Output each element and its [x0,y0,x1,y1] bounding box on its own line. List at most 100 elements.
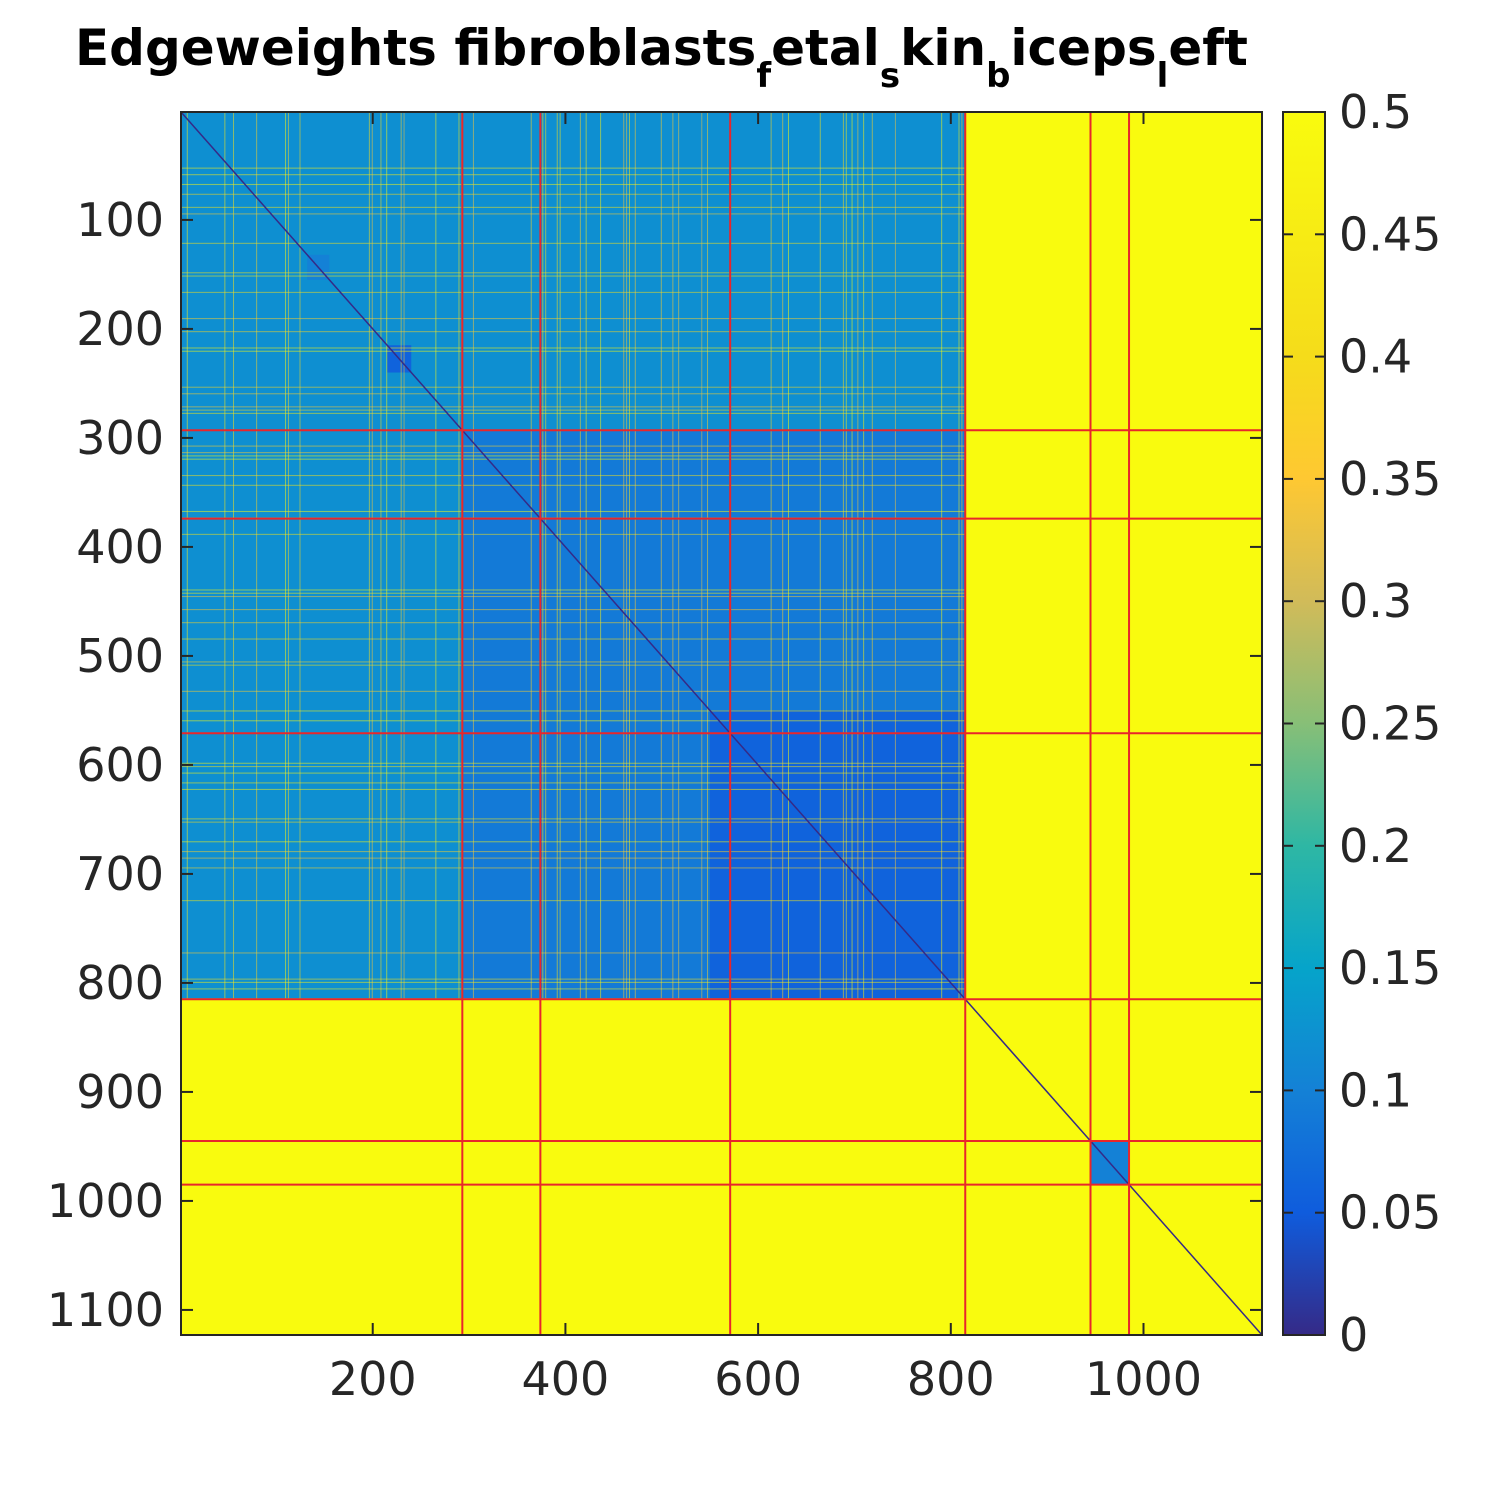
heatmap-stripe [181,510,966,513]
y-tick-label: 400 [76,520,164,574]
heatmap-stripe [845,112,847,1000]
x-tick-label: 200 [329,1352,417,1406]
heatmap-stripe [224,112,226,1000]
heatmap-stripe [542,112,544,1000]
heatmap-stripe [181,690,966,692]
heatmap-stripe [181,458,966,460]
heatmap-stripe [181,952,966,954]
heatmap-stripe [368,112,370,1000]
heatmap-stripe [530,112,532,1000]
heatmap-stripe [181,978,966,980]
heatmap-stripe [287,112,289,1000]
heatmap-stripe [181,788,966,790]
heatmap-stripe [623,112,625,1000]
heatmap-stripe [181,900,966,902]
heatmap-stripe [181,213,966,215]
heatmap-stripe [285,112,287,1000]
heatmap-stripe [233,112,235,1000]
heatmap-stripe [181,386,966,388]
heatmap-stripe [842,112,844,1000]
heatmap-stripe [181,331,966,333]
heatmap-stripe [585,112,587,1000]
heatmap-stripe [181,409,966,411]
heatmap-stripe [181,272,966,274]
heatmap-stripe [181,772,966,774]
heatmap-stripe [181,762,966,764]
title-segment: Edgeweights fibroblasts [75,19,756,77]
heatmap-stripe [181,710,966,712]
heatmap-stripe [579,112,581,1000]
heatmap-stripe [634,112,636,1000]
colorbar-tick-label: 0.5 [1339,85,1412,139]
heatmap-stripe [181,474,966,477]
heatmap-stripe [181,167,966,169]
y-tick-label: 600 [76,738,164,792]
heatmap-stripe [181,445,966,447]
heatmap-stripe [181,857,966,859]
heatmap-stripe [181,174,966,176]
title-segment: kin [900,19,986,77]
heatmap-stripe [181,452,966,454]
heatmap-stripe [545,112,547,1000]
heatmap-stripe [181,193,966,195]
y-tick-label: 1100 [47,1283,164,1337]
heatmap-stripe [857,112,859,1000]
colorbar-tick-label: 0.25 [1339,697,1441,751]
y-tick-label: 100 [76,193,164,247]
heatmap-stripe [256,112,258,1000]
heatmap-stripe [371,112,373,1000]
heatmap-stripe [181,851,966,853]
heatmap-stripe [626,112,628,1000]
heatmap-stripe [181,242,966,244]
y-tick-label: 800 [76,956,164,1010]
heatmap-stripe [181,988,966,990]
heatmap-stripe [181,484,966,486]
heatmap-stripe [181,609,966,611]
heatmap-stripe [181,393,966,395]
heatmap-stripe [863,112,865,1000]
heatmap-stripe [181,782,966,784]
heatmap-stripe [672,112,674,1000]
y-tick-label: 700 [76,847,164,901]
heatmap-stripe [181,595,966,598]
heatmap-stripe [559,112,561,1000]
colorbar-tick-label: 0 [1339,1308,1368,1362]
colorbar-tick-label: 0.15 [1339,941,1441,995]
heatmap-stripe [181,841,966,843]
heatmap-stripe [941,112,943,1000]
x-tick-label: 1000 [1085,1352,1202,1406]
title-segment: etal [771,19,880,77]
x-tick-label: 600 [714,1352,802,1406]
heatmap-stripe [181,638,966,640]
colorbar-ticks: 0 0.05 0.1 0.15 0.2 0.25 0.3 0.35 0.4 0.45 0.5 [1283,85,1441,1362]
heatmap-stripe [181,664,966,666]
heatmap-stripe [472,112,474,1000]
heatmap-stripe [629,112,631,1000]
heatmap-stripe [181,533,966,535]
colorbar-tick-label: 0.35 [1339,452,1441,506]
heatmap-stripe [181,592,966,594]
y-axis: 100 200 300 400 500 600 700 800 900 1000 1100 [47,193,1262,1337]
heatmap-stripe [181,622,966,624]
y-tick-label: 500 [76,629,164,683]
heatmap-stripe [400,112,402,1000]
colorbar-tick-label: 0.1 [1339,1063,1412,1117]
heatmap-stripe [181,981,966,983]
heatmap-stripe [660,112,662,1000]
heatmap-stripe [961,112,963,1000]
y-tick-label: 900 [76,1065,164,1119]
heatmap-area [181,112,1262,1335]
heatmap-stripe [380,112,382,1000]
colorbar-tick-label: 0.2 [1339,819,1412,873]
heatmap-stripe [787,112,789,1000]
y-tick-label: 300 [76,411,164,465]
colorbar: 0 0.05 0.1 0.15 0.2 0.25 0.3 0.35 0.4 0.45 0.5 [1282,85,1441,1362]
heatmap-stripe [819,112,821,1000]
heatmap-stripe [556,112,558,1000]
heatmap-stripes [181,112,966,1000]
heatmap-stripe [701,112,703,1000]
heatmap-stripe [181,589,966,591]
x-axis: 200 400 600 800 1000 [329,112,1202,1406]
x-tick-label: 400 [522,1352,610,1406]
heatmap-stripe [851,112,853,1000]
